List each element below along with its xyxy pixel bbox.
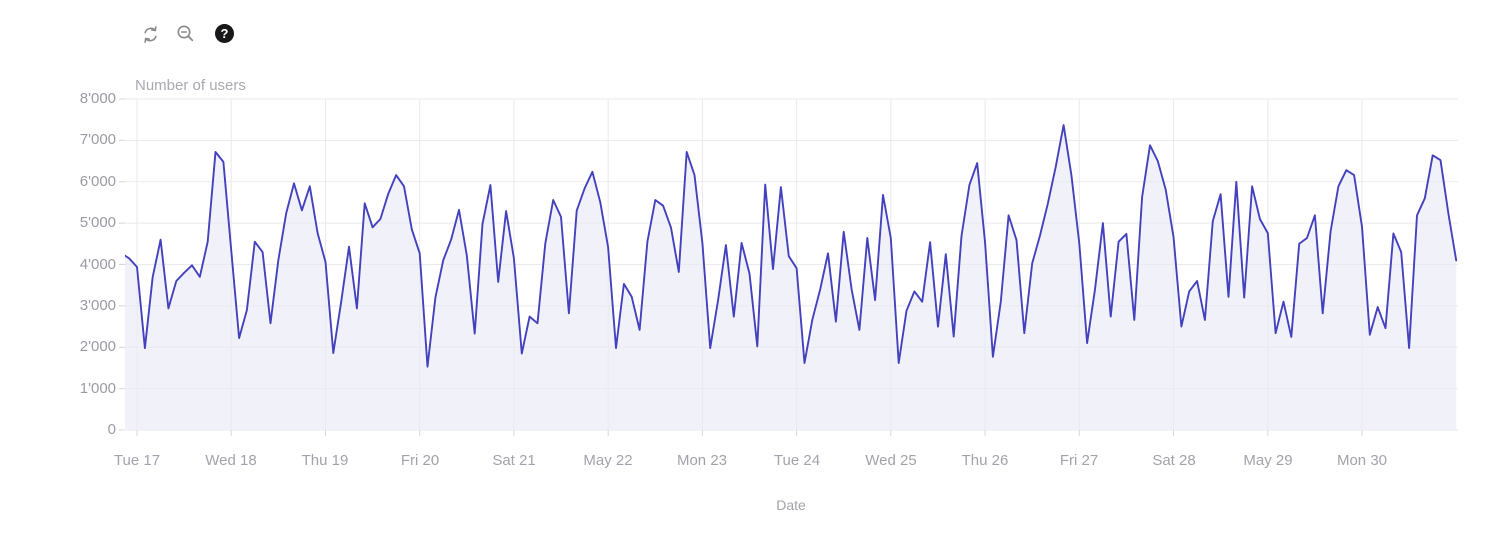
y-tick-label: 2'000 — [79, 338, 116, 355]
y-tick-label: 6'000 — [79, 173, 116, 190]
x-tick-label: Fri 27 — [1059, 452, 1099, 469]
y-tick-label: 7'000 — [79, 131, 116, 148]
x-tick-label: Sat 28 — [1152, 452, 1196, 469]
x-tick-label: Tue 24 — [773, 452, 821, 469]
x-tick-label: Fri 20 — [400, 452, 440, 469]
x-tick-label: Mon 23 — [676, 452, 728, 469]
y-tick-label: 8'000 — [79, 90, 116, 107]
x-tick-label: Tue 17 — [113, 452, 161, 469]
x-tick-label: Wed 18 — [205, 452, 257, 469]
zoom-out-icon — [177, 25, 194, 42]
refresh-button[interactable] — [141, 25, 160, 44]
x-tick-label: Wed 25 — [865, 452, 917, 469]
help-button[interactable]: ? — [215, 24, 234, 43]
zoom-out-button[interactable] — [176, 24, 196, 44]
x-tick-label: Thu 19 — [301, 452, 349, 469]
users-series-line — [125, 124, 1458, 368]
x-tick-label: Mon 30 — [1336, 452, 1388, 469]
y-tick-label: 0 — [107, 421, 116, 438]
x-tick-label: Thu 26 — [961, 452, 1009, 469]
y-tick-label: 1'000 — [79, 380, 116, 397]
y-tick-label: 4'000 — [79, 256, 116, 273]
x-axis-title: Date — [776, 497, 806, 513]
refresh-icon — [144, 26, 157, 43]
x-tick-label: Sat 21 — [492, 452, 536, 469]
help-icon: ? — [215, 24, 234, 43]
x-tick-label: May 29 — [1243, 452, 1293, 469]
y-tick-label: 5'000 — [79, 214, 116, 231]
y-tick-label: 3'000 — [79, 297, 116, 314]
users-series-area — [125, 125, 1457, 430]
x-tick-label: May 22 — [583, 452, 633, 469]
y-axis-title: Number of users — [135, 77, 246, 94]
